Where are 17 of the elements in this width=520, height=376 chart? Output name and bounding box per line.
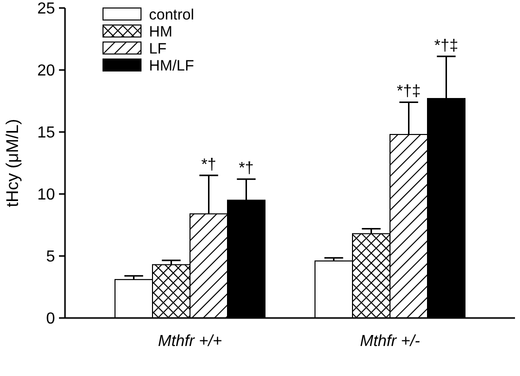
- legend-label: HM: [149, 23, 172, 40]
- y-tick-label: 20: [37, 62, 56, 80]
- y-axis-title: tHcy (μM/L): [3, 118, 22, 208]
- y-tick-label: 0: [46, 310, 56, 328]
- legend-label: LF: [149, 40, 167, 58]
- y-tick-label: 15: [37, 124, 56, 142]
- annotation: *†: [201, 156, 216, 174]
- y-tick-label: 10: [37, 186, 56, 204]
- annotation: *†‡: [434, 37, 458, 54]
- legend-label: control: [149, 6, 194, 24]
- x-tick-label: Mthfr +/-: [360, 333, 420, 350]
- y-tick-label: 5: [46, 248, 56, 266]
- legend-label: HM/LF: [149, 57, 194, 74]
- y-tick-label: 25: [37, 0, 56, 18]
- annotation: *†: [238, 160, 254, 178]
- x-tick-label: Mthfr +/+: [158, 333, 222, 350]
- annotation: *†‡: [396, 83, 421, 100]
